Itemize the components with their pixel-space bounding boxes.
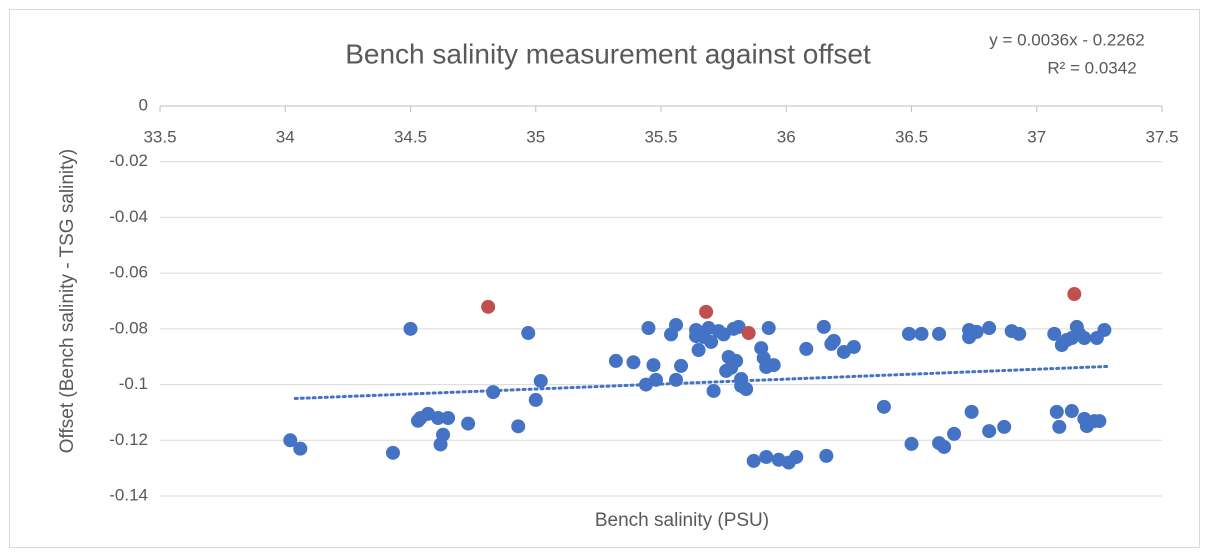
- point: [511, 419, 526, 434]
- point: [746, 453, 761, 468]
- y-tick-label: 0: [139, 95, 148, 114]
- equation: y = 0.0036x - 0.2262: [989, 30, 1144, 49]
- point: [739, 382, 754, 397]
- point: [741, 326, 756, 341]
- point: [1067, 287, 1082, 302]
- y-tick-label: -0.02: [109, 151, 148, 170]
- point: [528, 392, 543, 407]
- point: [937, 439, 952, 454]
- point: [283, 433, 298, 448]
- point: [914, 326, 929, 341]
- point: [759, 450, 774, 464]
- point: [669, 317, 684, 332]
- x-tick-label: 36.5: [895, 127, 928, 146]
- point: [706, 383, 721, 398]
- point: [1097, 322, 1112, 337]
- point: [761, 321, 776, 336]
- point: [293, 441, 308, 456]
- point: [876, 399, 891, 414]
- point: [1064, 404, 1079, 419]
- point: [982, 321, 997, 336]
- point: [846, 339, 861, 354]
- point: [729, 353, 744, 368]
- y-tick-label: -0.06: [109, 263, 148, 282]
- point: [674, 358, 689, 373]
- point: [385, 445, 400, 460]
- point: [982, 424, 997, 439]
- trendline: [293, 364, 1109, 400]
- point: [648, 372, 663, 387]
- point: [533, 373, 548, 388]
- point: [969, 324, 984, 339]
- point: [1047, 326, 1062, 341]
- r-squared: R² = 0.0342: [1047, 58, 1136, 77]
- point: [521, 326, 536, 341]
- y-tick-label: -0.04: [109, 207, 148, 226]
- x-axis-label: Bench salinity (PSU): [595, 510, 769, 531]
- point: [947, 426, 962, 441]
- y-tick-label: -0.12: [109, 430, 148, 449]
- point: [433, 437, 448, 452]
- point: [403, 321, 418, 336]
- x-tick-label: 33.5: [143, 127, 176, 146]
- point: [731, 319, 746, 334]
- point: [431, 411, 446, 425]
- point: [1049, 404, 1064, 419]
- point: [816, 319, 831, 334]
- point: [1092, 414, 1107, 429]
- point: [608, 353, 623, 368]
- x-tick-label: 35: [526, 127, 545, 146]
- point: [826, 333, 841, 348]
- point: [997, 419, 1012, 434]
- y-axis-label: Offset (Bench salinity - TSG salinity): [57, 149, 78, 453]
- point: [641, 321, 656, 336]
- point: [646, 358, 661, 373]
- chart-border: [9, 9, 1200, 548]
- point: [1077, 331, 1092, 346]
- x-tick-label: 37: [1027, 127, 1046, 146]
- point: [1052, 419, 1067, 434]
- point: [704, 334, 719, 349]
- point: [904, 436, 919, 451]
- point: [901, 326, 916, 341]
- point: [441, 411, 456, 425]
- point: [461, 416, 476, 431]
- point: [819, 448, 834, 463]
- x-tick-label: 35.5: [644, 127, 677, 146]
- point: [1012, 326, 1027, 341]
- y-tick-label: -0.08: [109, 318, 148, 337]
- x-tick-label: 34: [276, 127, 295, 146]
- point: [691, 343, 706, 358]
- y-tick-label: -0.1: [119, 374, 148, 393]
- point: [789, 450, 804, 464]
- chart-title: Bench salinity measurement against offse…: [345, 38, 871, 69]
- y-tick-label: -0.14: [109, 485, 148, 504]
- point: [932, 326, 947, 341]
- point: [486, 385, 501, 400]
- point: [964, 404, 979, 419]
- point: [626, 355, 641, 370]
- point: [669, 372, 684, 387]
- x-tick-label: 36: [777, 127, 796, 146]
- x-tick-label: 34.5: [394, 127, 427, 146]
- point: [481, 299, 496, 314]
- x-tick-label: 37.5: [1145, 127, 1178, 146]
- point: [799, 341, 814, 356]
- point: [766, 358, 781, 373]
- point: [699, 304, 714, 319]
